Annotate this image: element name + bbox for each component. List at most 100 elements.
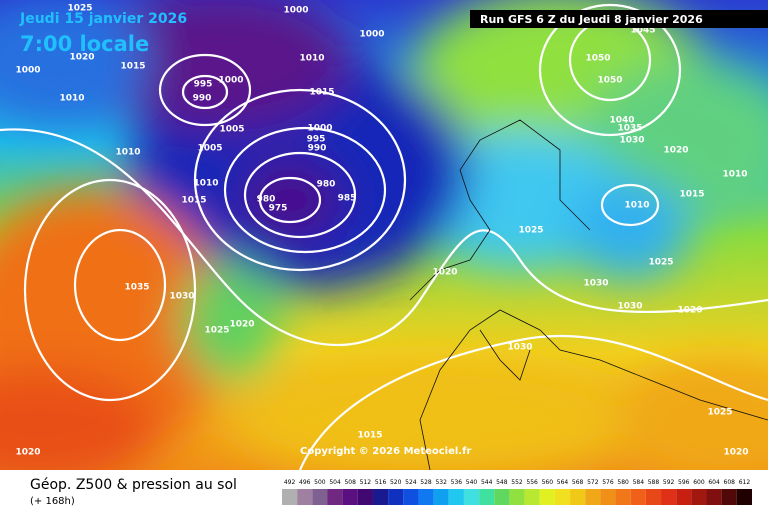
scale-swatch xyxy=(342,489,358,505)
copyright: Copyright © 2026 Meteociel.fr xyxy=(300,446,471,457)
pressure-label: 980 xyxy=(317,180,336,190)
run-info: Run GFS 6 Z du Jeudi 8 janvier 2026 xyxy=(480,13,703,26)
scale-swatch xyxy=(388,489,404,505)
pressure-label: 1025 xyxy=(518,226,543,236)
scale-label: 496 xyxy=(299,479,311,486)
field xyxy=(0,0,768,490)
scale-swatch xyxy=(691,489,707,505)
pressure-label: 1000 xyxy=(218,76,243,86)
pressure-label: 1025 xyxy=(204,326,229,336)
scale-swatch xyxy=(736,489,752,505)
pressure-label: 1005 xyxy=(219,125,244,135)
scale-label: 528 xyxy=(420,479,432,486)
pressure-label: 1030 xyxy=(617,302,642,312)
pressure-label: 1030 xyxy=(619,136,644,146)
scale-swatch xyxy=(282,489,298,505)
scale-label: 524 xyxy=(405,479,417,486)
scale-label: 540 xyxy=(466,479,478,486)
scale-swatch xyxy=(403,489,419,505)
pressure-label: 1035 xyxy=(124,283,149,293)
scale-swatch xyxy=(418,489,434,505)
scale-label: 556 xyxy=(526,479,538,486)
footer-subtitle: (+ 168h) xyxy=(30,496,75,507)
scale-swatch xyxy=(539,489,555,505)
pressure-label: 1000 xyxy=(359,30,384,40)
scale-label: 584 xyxy=(633,479,645,486)
pressure-label: 1020 xyxy=(723,448,748,458)
pressure-label: 1010 xyxy=(193,179,218,189)
pressure-label: 1015 xyxy=(120,62,145,72)
footer-title: Géop. Z500 & pression au sol xyxy=(30,477,237,493)
coastlines xyxy=(409,119,768,471)
scale-label: 608 xyxy=(724,479,736,486)
scale-label: 548 xyxy=(496,479,508,486)
pressure-label: 1050 xyxy=(585,54,610,64)
scale-swatch xyxy=(630,489,646,505)
pressure-label: 985 xyxy=(338,194,357,204)
scale-swatch xyxy=(645,489,662,505)
scale-swatch xyxy=(554,489,571,505)
run-box xyxy=(470,10,768,28)
pressure-label: 1020 xyxy=(15,448,40,458)
scale-label: 516 xyxy=(375,479,387,486)
scale-label: 544 xyxy=(481,479,493,486)
scale-label: 568 xyxy=(572,479,584,486)
pressure-label: 1030 xyxy=(169,292,194,302)
scale-swatch xyxy=(372,489,389,505)
scale-swatch xyxy=(585,489,601,505)
pressure-label: 1020 xyxy=(677,306,702,316)
pressure-label: 1015 xyxy=(357,431,382,441)
pressure-label: 1030 xyxy=(583,279,608,289)
pressure-label: 1050 xyxy=(597,76,622,86)
scale-label: 560 xyxy=(542,479,554,486)
pressure-label: 1025 xyxy=(67,4,92,14)
pressure-label: 995 xyxy=(307,135,326,145)
pressure-label: 1010 xyxy=(115,148,140,158)
scale-label: 500 xyxy=(314,479,326,486)
pressure-label: 1030 xyxy=(507,343,532,353)
scale-swatch xyxy=(615,489,631,505)
date: Jeudi 15 janvier 2026 xyxy=(19,11,187,27)
pressure-label: 1045 xyxy=(630,26,655,36)
scale-label: 588 xyxy=(648,479,660,486)
pressure-label: 1020 xyxy=(432,268,457,278)
pressure-label: 1015 xyxy=(181,196,206,206)
pressure-label: 1015 xyxy=(679,190,704,200)
scale-label: 536 xyxy=(451,479,463,486)
scale-swatch xyxy=(494,489,510,505)
pressure-label: 1010 xyxy=(299,54,324,64)
pressure-label: 1025 xyxy=(648,258,673,268)
scale-label: 600 xyxy=(693,479,705,486)
scale-label: 572 xyxy=(587,479,599,486)
scale-swatch xyxy=(463,489,480,505)
scale-label: 512 xyxy=(360,479,372,486)
scale-label: 508 xyxy=(344,479,356,486)
pressure-label: 975 xyxy=(269,204,288,214)
pressure-label: 1020 xyxy=(229,320,254,330)
scale-label: 532 xyxy=(435,479,447,486)
scale-label: 564 xyxy=(557,479,569,486)
scale-swatch xyxy=(297,489,313,505)
pressure-label: 990 xyxy=(193,94,212,104)
scale-label: 520 xyxy=(390,479,402,486)
pressure-label: 980 xyxy=(257,195,276,205)
scale-swatch xyxy=(570,489,586,505)
pressure-label: 1025 xyxy=(707,408,732,418)
scale-swatch xyxy=(327,489,343,505)
scale-swatch xyxy=(509,489,525,505)
color-scale: 492 496 500 504 508 512 516 520 524 528 532 536 540 5… xyxy=(282,479,752,505)
scale-label: 612 xyxy=(739,479,751,486)
scale-swatch xyxy=(448,489,464,505)
pressure-label: 1020 xyxy=(69,53,94,63)
pressure-label: 1015 xyxy=(309,88,334,98)
scale-swatch xyxy=(676,489,692,505)
pressure-label: 1005 xyxy=(197,144,222,154)
scale-swatch xyxy=(600,489,616,505)
pressure-label: 1010 xyxy=(722,170,747,180)
pressure-label: 1020 xyxy=(663,146,688,156)
scale-swatch xyxy=(312,489,328,505)
scale-swatch xyxy=(479,489,495,505)
pressure-label: 1000 xyxy=(307,124,332,134)
pressure-label: 990 xyxy=(308,144,327,154)
